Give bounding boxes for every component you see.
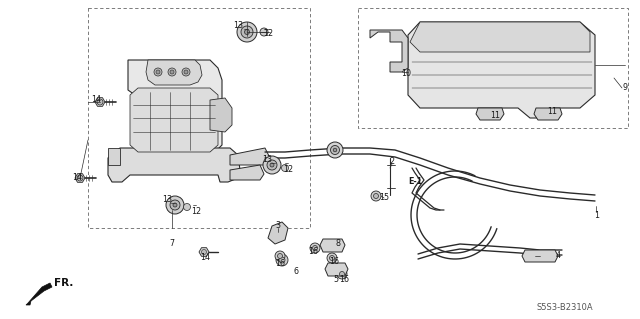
Circle shape	[333, 148, 337, 152]
Text: 14: 14	[200, 254, 210, 263]
Text: S5S3-B2310A: S5S3-B2310A	[537, 303, 593, 313]
Circle shape	[154, 68, 162, 76]
Polygon shape	[522, 250, 558, 262]
Polygon shape	[410, 22, 590, 52]
Circle shape	[260, 28, 268, 36]
Polygon shape	[325, 263, 348, 276]
Circle shape	[279, 257, 285, 263]
Circle shape	[202, 249, 207, 255]
Circle shape	[270, 163, 274, 167]
Polygon shape	[146, 60, 202, 85]
Circle shape	[244, 29, 250, 34]
Text: 16: 16	[329, 257, 339, 266]
Polygon shape	[108, 148, 120, 165]
Polygon shape	[128, 60, 222, 155]
Text: 3: 3	[275, 220, 280, 229]
Text: 11: 11	[490, 110, 500, 120]
Circle shape	[282, 165, 289, 172]
Text: 13: 13	[233, 21, 243, 31]
Circle shape	[184, 70, 188, 74]
Text: 14: 14	[91, 95, 101, 105]
Text: 12: 12	[263, 28, 273, 38]
Circle shape	[263, 156, 281, 174]
Circle shape	[168, 68, 176, 76]
Circle shape	[77, 175, 83, 181]
Circle shape	[237, 22, 257, 42]
Polygon shape	[476, 108, 504, 120]
Text: 7: 7	[170, 239, 175, 248]
Circle shape	[327, 253, 337, 263]
Polygon shape	[130, 88, 218, 152]
Circle shape	[339, 271, 344, 277]
Text: 15: 15	[379, 194, 389, 203]
Circle shape	[330, 145, 339, 154]
Circle shape	[170, 200, 180, 210]
Circle shape	[330, 256, 335, 261]
Polygon shape	[268, 222, 288, 244]
Circle shape	[276, 254, 288, 266]
Circle shape	[337, 269, 347, 279]
Polygon shape	[408, 22, 595, 118]
Text: 9: 9	[623, 84, 628, 93]
Circle shape	[275, 251, 285, 261]
Circle shape	[166, 196, 184, 214]
Circle shape	[374, 194, 378, 198]
Circle shape	[312, 246, 317, 250]
Text: 2: 2	[389, 158, 395, 167]
Text: 8: 8	[335, 239, 340, 248]
Polygon shape	[26, 283, 52, 305]
Text: 13: 13	[162, 196, 172, 204]
Text: 12: 12	[283, 166, 293, 174]
Polygon shape	[210, 98, 232, 132]
Text: 11: 11	[547, 108, 557, 116]
Circle shape	[267, 160, 277, 170]
Text: 16: 16	[275, 258, 285, 268]
Text: 16: 16	[339, 276, 349, 285]
Circle shape	[184, 204, 191, 211]
Text: FR.: FR.	[54, 278, 74, 288]
Circle shape	[97, 99, 103, 105]
Circle shape	[170, 70, 174, 74]
Text: 10: 10	[401, 69, 411, 78]
Text: 4: 4	[556, 250, 561, 259]
Polygon shape	[199, 248, 209, 256]
Polygon shape	[230, 148, 270, 165]
Text: 13: 13	[262, 155, 272, 165]
Circle shape	[371, 191, 381, 201]
Text: 16: 16	[308, 248, 318, 256]
Circle shape	[278, 254, 282, 258]
Polygon shape	[230, 165, 264, 180]
Circle shape	[327, 142, 343, 158]
Circle shape	[241, 26, 253, 38]
Text: 12: 12	[191, 207, 201, 217]
Polygon shape	[320, 239, 345, 252]
Text: 1: 1	[595, 211, 600, 219]
Polygon shape	[534, 108, 562, 120]
Circle shape	[173, 203, 177, 207]
Polygon shape	[75, 174, 85, 182]
Polygon shape	[370, 30, 408, 72]
Circle shape	[182, 68, 190, 76]
Polygon shape	[108, 148, 240, 182]
Text: 5: 5	[333, 275, 339, 284]
Text: E-1: E-1	[408, 177, 422, 187]
Circle shape	[156, 70, 160, 74]
Circle shape	[310, 243, 320, 253]
Text: 14: 14	[72, 173, 82, 182]
Text: 6: 6	[294, 268, 298, 277]
Polygon shape	[95, 98, 105, 106]
